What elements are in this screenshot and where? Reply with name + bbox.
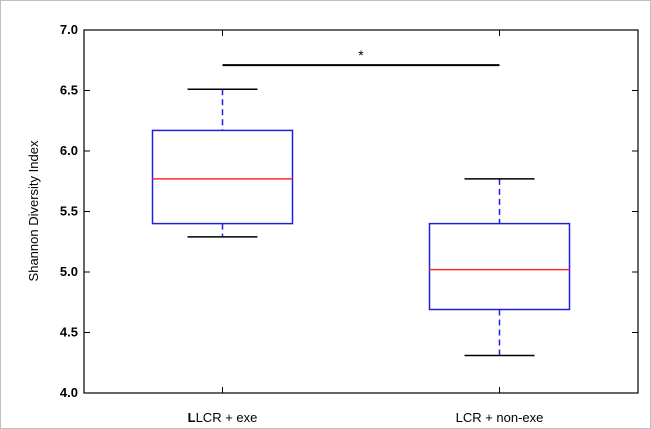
x-axis-categories: LLCR + exe LCR + non-exe: [188, 410, 544, 425]
y-tick-label: 5.0: [60, 264, 78, 279]
box-group-1: [151, 88, 294, 238]
iqr-box: [428, 222, 571, 311]
iqr-box: [151, 129, 294, 225]
x-category-label: LCR + non-exe: [456, 410, 544, 425]
boxes: [151, 88, 571, 357]
y-tick-label: 4.0: [60, 385, 78, 400]
y-tick-label: 7.0: [60, 22, 78, 37]
y-axis-ticks: 4.0 4.5 5.0 5.5 6.0 6.5 7.0: [60, 22, 638, 400]
y-tick-label: 4.5: [60, 325, 78, 340]
y-tick-label: 5.5: [60, 204, 78, 219]
y-tick-label: 6.5: [60, 83, 78, 98]
y-axis-label: Shannon Diversity Index: [26, 140, 41, 281]
category-label: LCR + exe: [196, 410, 258, 425]
y-tick-label: 6.0: [60, 143, 78, 158]
significance-star: *: [358, 47, 364, 63]
significance-bracket: *: [222, 47, 500, 67]
box-group-2: [428, 178, 571, 357]
category-prefix: L: [188, 410, 196, 425]
category-label: LCR + non-exe: [456, 410, 544, 425]
x-category-label: LLCR + exe: [188, 410, 258, 425]
plot-area: [83, 29, 639, 394]
